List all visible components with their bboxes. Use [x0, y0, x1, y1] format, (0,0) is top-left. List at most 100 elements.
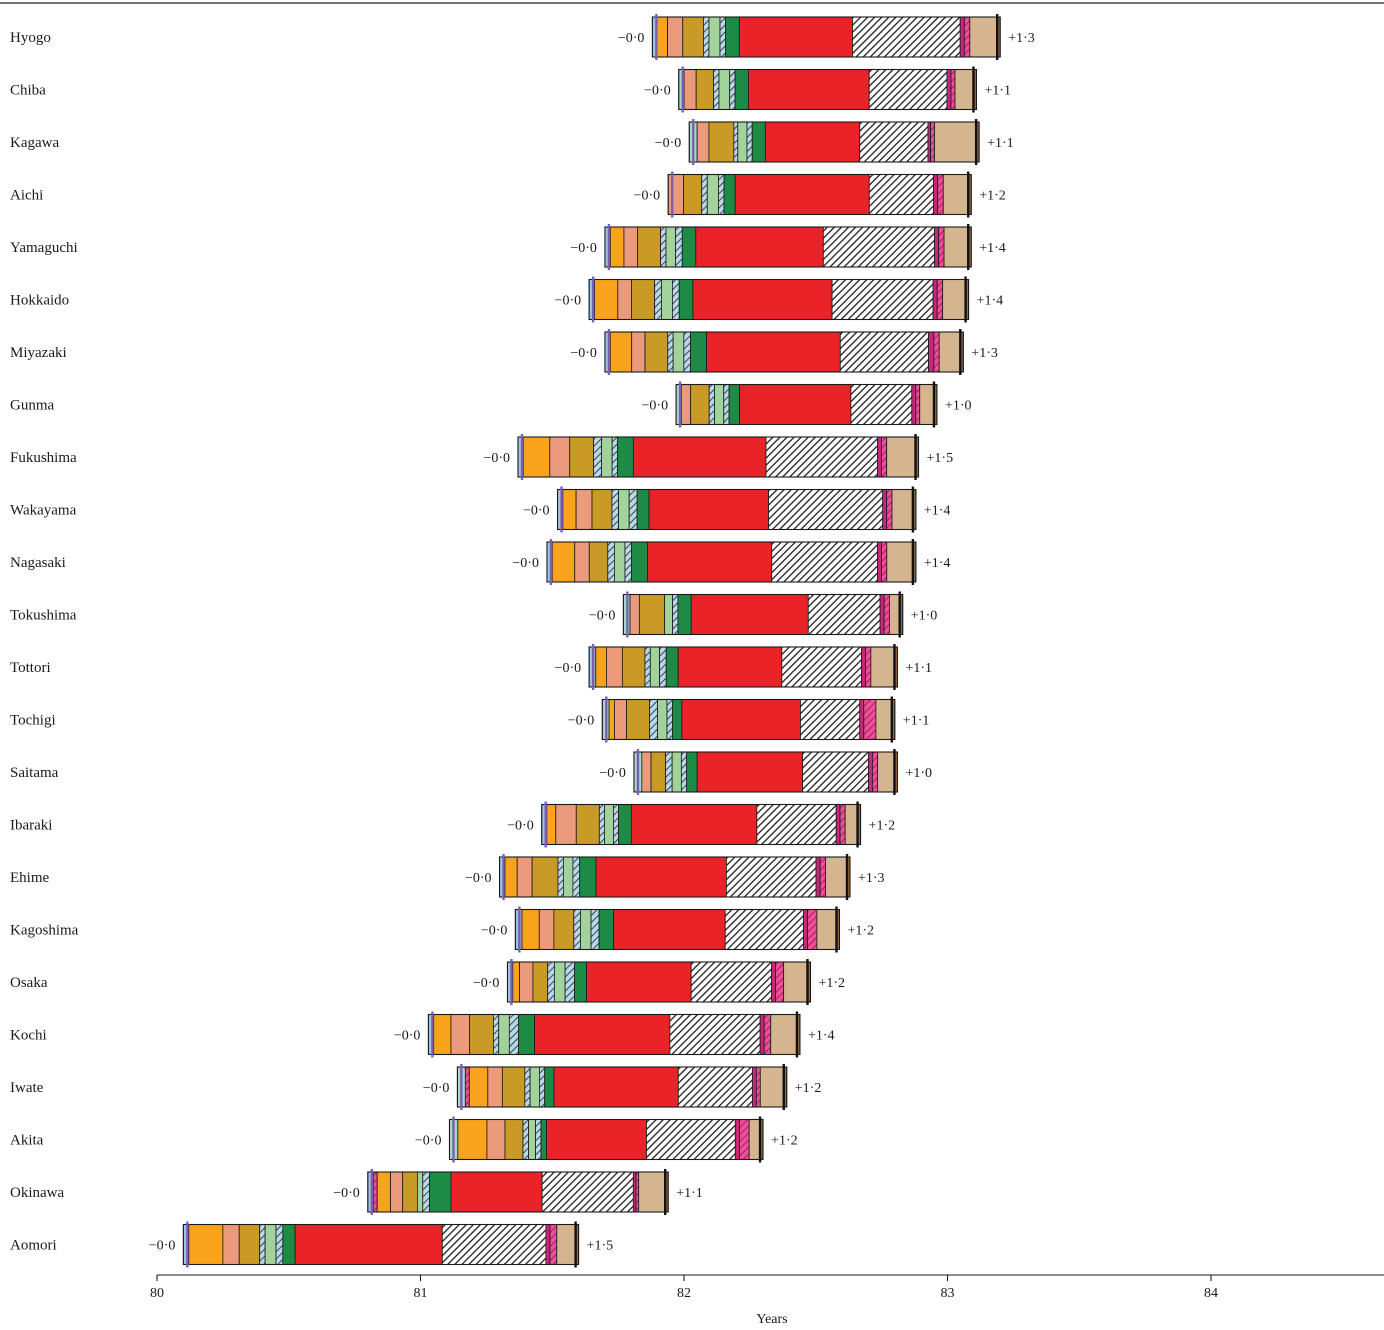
bar-segment-green	[574, 961, 587, 1003]
bar-segment-light-green	[601, 436, 613, 478]
bar-segment-red	[739, 384, 852, 425]
bar-segment-light-blue-stripe	[665, 751, 673, 793]
bar-segment-red	[630, 804, 758, 845]
bar-segment-salmon	[486, 1119, 506, 1160]
bar-segment-pink	[883, 594, 890, 635]
bar-row-tokushima: Tokushima −0·0 +1·0	[10, 591, 937, 638]
bar-segment-salmon	[606, 646, 623, 688]
bar-segment-light-blue-stripe	[624, 541, 632, 583]
row-label: Yamaguchi	[10, 240, 78, 256]
bar-segment-light-blue-stripe	[683, 331, 691, 373]
bar-segment-black-stripe	[768, 489, 884, 530]
x-tick-label: 80	[150, 1286, 164, 1301]
bar-segment-red	[450, 1171, 543, 1213]
bar-row-tottori: Tottori −0·0 +1·1	[10, 644, 932, 690]
bar-segment-green	[665, 646, 679, 688]
bar-segment-pink	[950, 69, 956, 110]
bar-segment-tan	[875, 699, 893, 740]
right-value-label: +1·3	[1008, 31, 1035, 46]
right-value-label: +1·1	[984, 84, 1011, 99]
bar-segment-light-green	[718, 69, 731, 110]
bar-segment-mustard	[637, 226, 661, 268]
left-value-label: −0·0	[473, 976, 500, 991]
bar-segment-red	[738, 16, 853, 58]
bar-row-gunma: Gunma −0·0 +1·0	[10, 381, 972, 428]
bar-segment-light-blue-stripe	[667, 331, 674, 373]
bar-segment-light-blue-stripe	[672, 594, 679, 635]
left-value-label: −0·0	[149, 1239, 176, 1254]
bar-segment-mustard	[621, 646, 646, 688]
right-value-label: +1·0	[905, 766, 932, 781]
bar-segment-pink	[839, 804, 846, 845]
bar-segment-black-stripe	[724, 909, 804, 950]
bar-segment-magenta	[877, 436, 882, 478]
bar-outline	[688, 121, 980, 163]
bar-segment-light-blue-stripe	[729, 69, 736, 110]
bar-segment-orange	[376, 1171, 392, 1213]
bar-segment-black-stripe	[831, 279, 934, 320]
bar-segment-mustard	[644, 331, 669, 373]
row-label: Tottori	[10, 660, 51, 676]
left-value-label: −0·0	[333, 1186, 360, 1201]
left-value-label: −0·0	[642, 399, 669, 414]
bar-row-osaka: Osaka −0·0 +1·2	[10, 959, 845, 1005]
bar-segment-mustard	[638, 594, 666, 635]
bar-segment-green	[540, 1119, 548, 1160]
bar-segment-light-blue-stripe	[733, 121, 739, 163]
bar-outline	[667, 173, 972, 216]
right-value-label: +1·2	[771, 1134, 798, 1149]
bar-segment-salmon	[555, 804, 577, 845]
row-label: Okinawa	[10, 1185, 64, 1201]
bar-segment-tan	[943, 226, 969, 268]
right-value-label: +1·0	[945, 399, 972, 414]
right-value-label: +1·4	[924, 504, 951, 519]
bar-segment-tan	[877, 751, 896, 793]
bar-segment-salmon	[222, 1224, 240, 1265]
bar-segment-light-blue-stripe	[508, 1014, 520, 1055]
bar-segment-light-green	[661, 279, 673, 320]
bar-outline	[556, 488, 917, 531]
bar-outline	[506, 961, 812, 1003]
right-value-label: +1·2	[869, 819, 896, 834]
bar-segment-orange	[468, 1066, 489, 1108]
left-value-label: −0·0	[465, 871, 492, 886]
bar-segment-magenta	[877, 541, 882, 583]
left-value-label: −0·0	[481, 924, 508, 939]
bar-segment-mustard	[683, 174, 703, 215]
bar-row-iwate: Iwate −0·0 +1·2	[10, 1064, 821, 1110]
bar-segment-pink	[936, 279, 944, 320]
bar-segment-magenta	[835, 804, 841, 845]
x-axis-title: Years	[756, 1312, 787, 1325]
bar-segment-salmon	[450, 1014, 470, 1055]
bar-segment-mustard	[708, 121, 735, 163]
bar-segment-orange	[504, 856, 518, 898]
bar-row-kochi: Kochi −0·0 +1·4	[10, 1011, 835, 1058]
bar-segment-green	[686, 751, 698, 793]
bar-segment-green	[672, 699, 683, 740]
bar-segment-mustard	[588, 541, 609, 583]
bar-segment-tan	[556, 1224, 577, 1265]
bar-segment-orange	[512, 961, 520, 1003]
bar-segment-pink	[865, 646, 872, 688]
bar-segment-tan	[942, 174, 969, 215]
bar-outline	[498, 856, 851, 898]
bar-row-saitama: Saitama −0·0 +1·0	[10, 749, 932, 795]
bar-segment-pink	[963, 16, 971, 58]
bar-segment-light-blue-stripe	[547, 961, 555, 1003]
right-value-label: +1·5	[927, 451, 954, 466]
row-label: Ibaraki	[10, 818, 52, 834]
bar-outline	[651, 16, 1001, 58]
bar-segment-magenta	[933, 174, 939, 215]
row-label: Aichi	[10, 188, 43, 204]
bar-segment-light-blue-stripe	[628, 489, 638, 530]
left-value-label: −0·0	[570, 346, 597, 361]
bar-segment-mustard	[402, 1171, 418, 1213]
bar-segment-black-stripe	[868, 174, 934, 215]
bar-segment-black-stripe	[839, 331, 929, 373]
bar-segment-green	[678, 279, 694, 320]
rows-layer: Hyogo −0·0 +1·3 Chiba −0·0 +1·1 Kagawa −0·0 +1·1…	[10, 14, 1035, 1268]
bar-segment-salmon	[538, 909, 555, 950]
bar-segment-light-green	[417, 1171, 424, 1213]
bar-segment-light-green	[672, 331, 685, 373]
bar-segment-magenta	[959, 16, 965, 58]
